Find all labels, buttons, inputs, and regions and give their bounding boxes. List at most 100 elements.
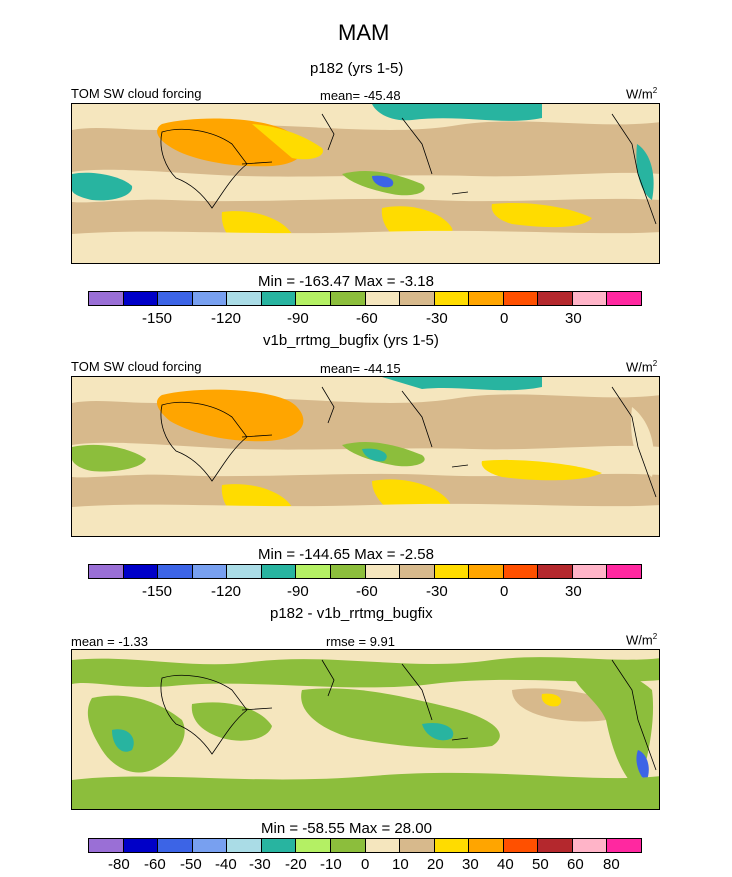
cbar3-swatch-5 [227, 839, 262, 852]
band-north-green [72, 657, 659, 688]
panel1-subtitle: p182 (yrs 1-5) [310, 60, 404, 77]
cbar2-swatch-12 [469, 565, 504, 578]
cloud-atlantic-teal [112, 729, 134, 752]
cloud-north-teal [372, 104, 542, 121]
panel1-map-svg [72, 104, 659, 263]
cbar3-tick-5: -30 [249, 856, 271, 873]
cbar3-swatch-12 [469, 839, 504, 852]
cbar2-tick-3: -90 [287, 583, 309, 600]
cbar1-tick-2: -120 [211, 310, 242, 327]
cbar2-swatch-6 [261, 565, 297, 578]
cbar3-tick-7: -10 [320, 856, 342, 873]
cbar3-tick-14: 60 [567, 856, 584, 873]
cbar1-swatch-11 [434, 292, 470, 305]
cbar3-swatch-3 [158, 839, 193, 852]
cbar1-tick-5: -30 [426, 310, 448, 327]
cloud-africa-green [191, 702, 272, 741]
cbar1-swatch-6 [261, 292, 297, 305]
cbar3-swatch-1 [89, 839, 124, 852]
cbar1-swatch-7 [296, 292, 331, 305]
panel1-mean-label: mean= -45.48 [320, 88, 401, 103]
panel3-minmax: Min = -58.55 Max = 28.00 [261, 820, 432, 837]
cbar2-swatch-8 [330, 565, 366, 578]
cbar2-tick-4: -60 [356, 583, 378, 600]
cbar3-tick-12: 40 [497, 856, 514, 873]
cbar3-tick-4: -40 [215, 856, 237, 873]
coastlines [160, 659, 657, 771]
panel3-subtitle: p182 - v1b_rrtmg_bugfix [270, 605, 433, 622]
cbar2-tick-5: -30 [426, 583, 448, 600]
coastlines [160, 113, 657, 225]
cbar3-tick-11: 30 [462, 856, 479, 873]
band-south [72, 230, 659, 263]
cbar3-tick-10: 20 [427, 856, 444, 873]
panel2-colorbar [88, 564, 642, 579]
cbar3-swatch-16 [607, 839, 641, 852]
cbar2-swatch-9 [365, 565, 401, 578]
cloud-atlantic-green [87, 695, 185, 773]
cbar1-swatch-4 [192, 292, 228, 305]
cloud-west-green [72, 444, 146, 472]
cloud-east-blue [636, 750, 649, 782]
cbar2-swatch-13 [503, 565, 539, 578]
cbar3-tick-6: -20 [285, 856, 307, 873]
cbar3-swatch-14 [538, 839, 573, 852]
cbar3-swatch-13 [503, 839, 539, 852]
cbar3-tick-2: -60 [144, 856, 166, 873]
panel3-map-svg [72, 650, 659, 809]
panel3-colorbar [88, 838, 642, 853]
coastlines [160, 386, 657, 498]
panel2-map-svg [72, 377, 659, 536]
cbar1-swatch-2 [123, 292, 159, 305]
cbar3-swatch-7 [296, 839, 331, 852]
cbar1-swatch-12 [469, 292, 504, 305]
cbar1-tick-7: 30 [565, 310, 582, 327]
cbar1-swatch-5 [227, 292, 262, 305]
cbar2-tick-7: 30 [565, 583, 582, 600]
cbar2-swatch-10 [400, 565, 435, 578]
panel2-map [71, 376, 660, 537]
cbar2-swatch-14 [538, 565, 573, 578]
cbar3-tick-1: -80 [108, 856, 130, 873]
cbar2-swatch-1 [89, 565, 124, 578]
panel3-rmse-label: rmse = 9.91 [326, 634, 396, 649]
figure-title: MAM [338, 20, 390, 45]
panel1-units: W/m2 [626, 86, 658, 102]
panel1-left-label: TOM SW cloud forcing [71, 86, 202, 101]
cbar1-swatch-3 [158, 292, 193, 305]
cbar2-swatch-5 [227, 565, 262, 578]
cbar3-swatch-6 [261, 839, 297, 852]
cbar3-swatch-8 [330, 839, 366, 852]
panel1-colorbar [88, 291, 642, 306]
cloud-east-green [572, 668, 654, 790]
cbar2-swatch-11 [434, 565, 470, 578]
cloud-north-teal [382, 377, 542, 391]
east-coast-pale [631, 407, 654, 477]
panel1-minmax: Min = -163.47 Max = -3.18 [258, 273, 434, 290]
cbar2-swatch-7 [296, 565, 331, 578]
cloud-maritime-teal [422, 722, 454, 741]
cbar1-swatch-13 [503, 292, 539, 305]
cbar1-swatch-9 [365, 292, 401, 305]
cbar2-swatch-16 [607, 565, 641, 578]
cbar3-tick-3: -50 [180, 856, 202, 873]
cloud-maritime-teal [362, 448, 387, 462]
pacific-yellow [541, 693, 562, 707]
arabia-yellow [252, 124, 323, 160]
cbar2-tick-2: -120 [211, 583, 242, 600]
panel2-left-label: TOM SW cloud forcing [71, 359, 202, 374]
panel2-minmax: Min = -144.65 Max = -2.58 [258, 546, 434, 563]
band-south [72, 503, 659, 536]
pacific-yellow [481, 459, 602, 481]
cbar2-swatch-2 [123, 565, 159, 578]
cbar3-tick-9: 10 [392, 856, 409, 873]
cbar1-swatch-8 [330, 292, 366, 305]
cbar3-tick-15: 80 [603, 856, 620, 873]
cbar3-swatch-4 [192, 839, 228, 852]
cbar1-swatch-15 [572, 292, 608, 305]
panel3-units: W/m2 [626, 632, 658, 648]
cbar1-tick-3: -90 [287, 310, 309, 327]
pacific-yellow [491, 202, 592, 228]
cbar3-swatch-2 [123, 839, 159, 852]
cbar2-swatch-4 [192, 565, 228, 578]
